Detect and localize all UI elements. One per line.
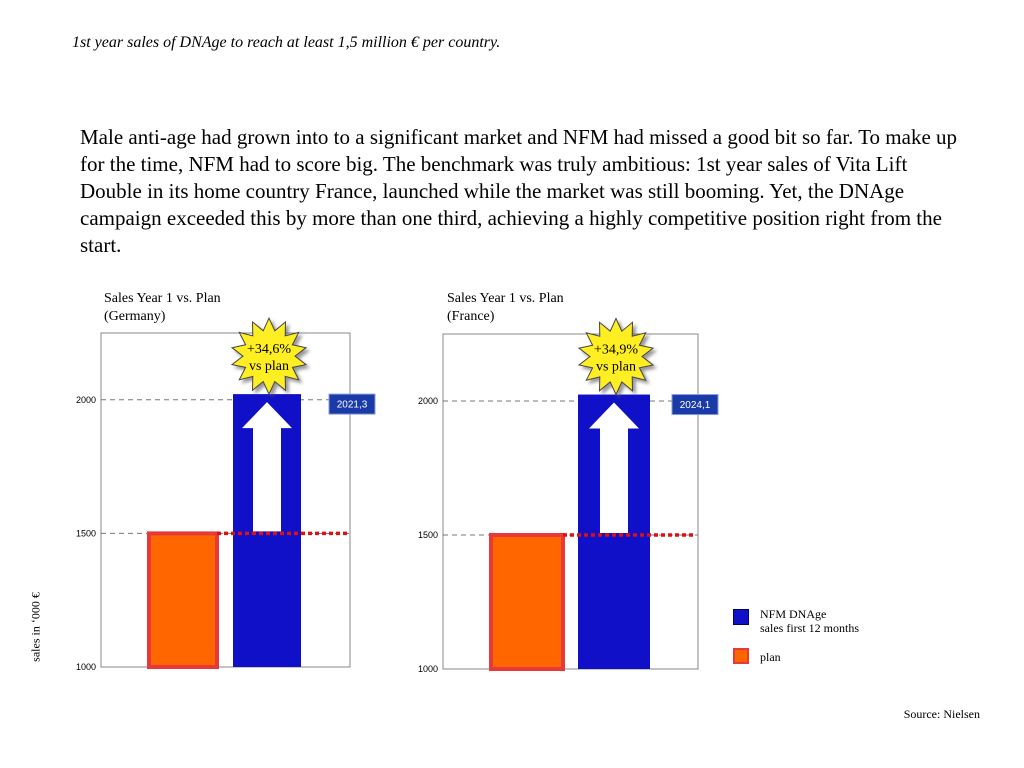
burst-label-line1: +34,6% [247,342,291,357]
chart-title-line2: (France) [447,309,495,324]
legend-swatch-actual [733,609,749,625]
bar-plan [489,533,565,671]
chart-title-line1: Sales Year 1 vs. Plan [447,291,564,306]
source-note: Source: Nielsen [903,707,980,721]
value-badge-label: 2024,1 [680,400,711,411]
burst-label-line2: vs plan [596,360,636,375]
legend-label-plan: plan [760,650,781,664]
plot-frame [100,332,351,668]
value-badge [328,393,376,415]
legend-swatch-plan [733,648,749,664]
value-badge-label: 2021,3 [337,400,368,411]
y-tick-label: 1000 [76,662,96,672]
headline: 1st year sales of DNAge to reach at leas… [72,34,501,51]
chart-title-line1: Sales Year 1 vs. Plan [104,291,221,306]
value-badge [671,394,719,416]
up-arrow-icon [242,402,292,532]
y-tick-label: 1500 [76,528,96,538]
legend-label-actual: NFM DNAge sales first 12 months [760,607,859,635]
burst-label-line2: vs plan [249,359,289,374]
starburst-icon [577,317,655,396]
legend-label-line1: NFM DNAge [760,607,827,621]
starburst-icon [230,316,308,396]
plot-frame [442,333,699,670]
legend-label-line2: sales first 12 months [760,621,859,635]
bar-plan [147,531,219,670]
body-text: Male anti-age had grown into to a signif… [80,125,958,257]
y-tick-label: 1500 [418,530,438,540]
y-tick-label: 2000 [76,395,96,405]
y-tick-label: 1000 [418,664,438,674]
chart-title-france: Sales Year 1 vs. Plan (France) [447,290,564,326]
up-arrow-icon [589,402,639,533]
chart-title-line2: (Germany) [104,309,166,324]
y-axis-label: sales in ‘000 € [28,592,43,662]
y-tick-label: 2000 [418,396,438,406]
burst-label-line1: +34,9% [594,343,638,358]
chart-title-germany: Sales Year 1 vs. Plan (Germany) [104,290,221,326]
